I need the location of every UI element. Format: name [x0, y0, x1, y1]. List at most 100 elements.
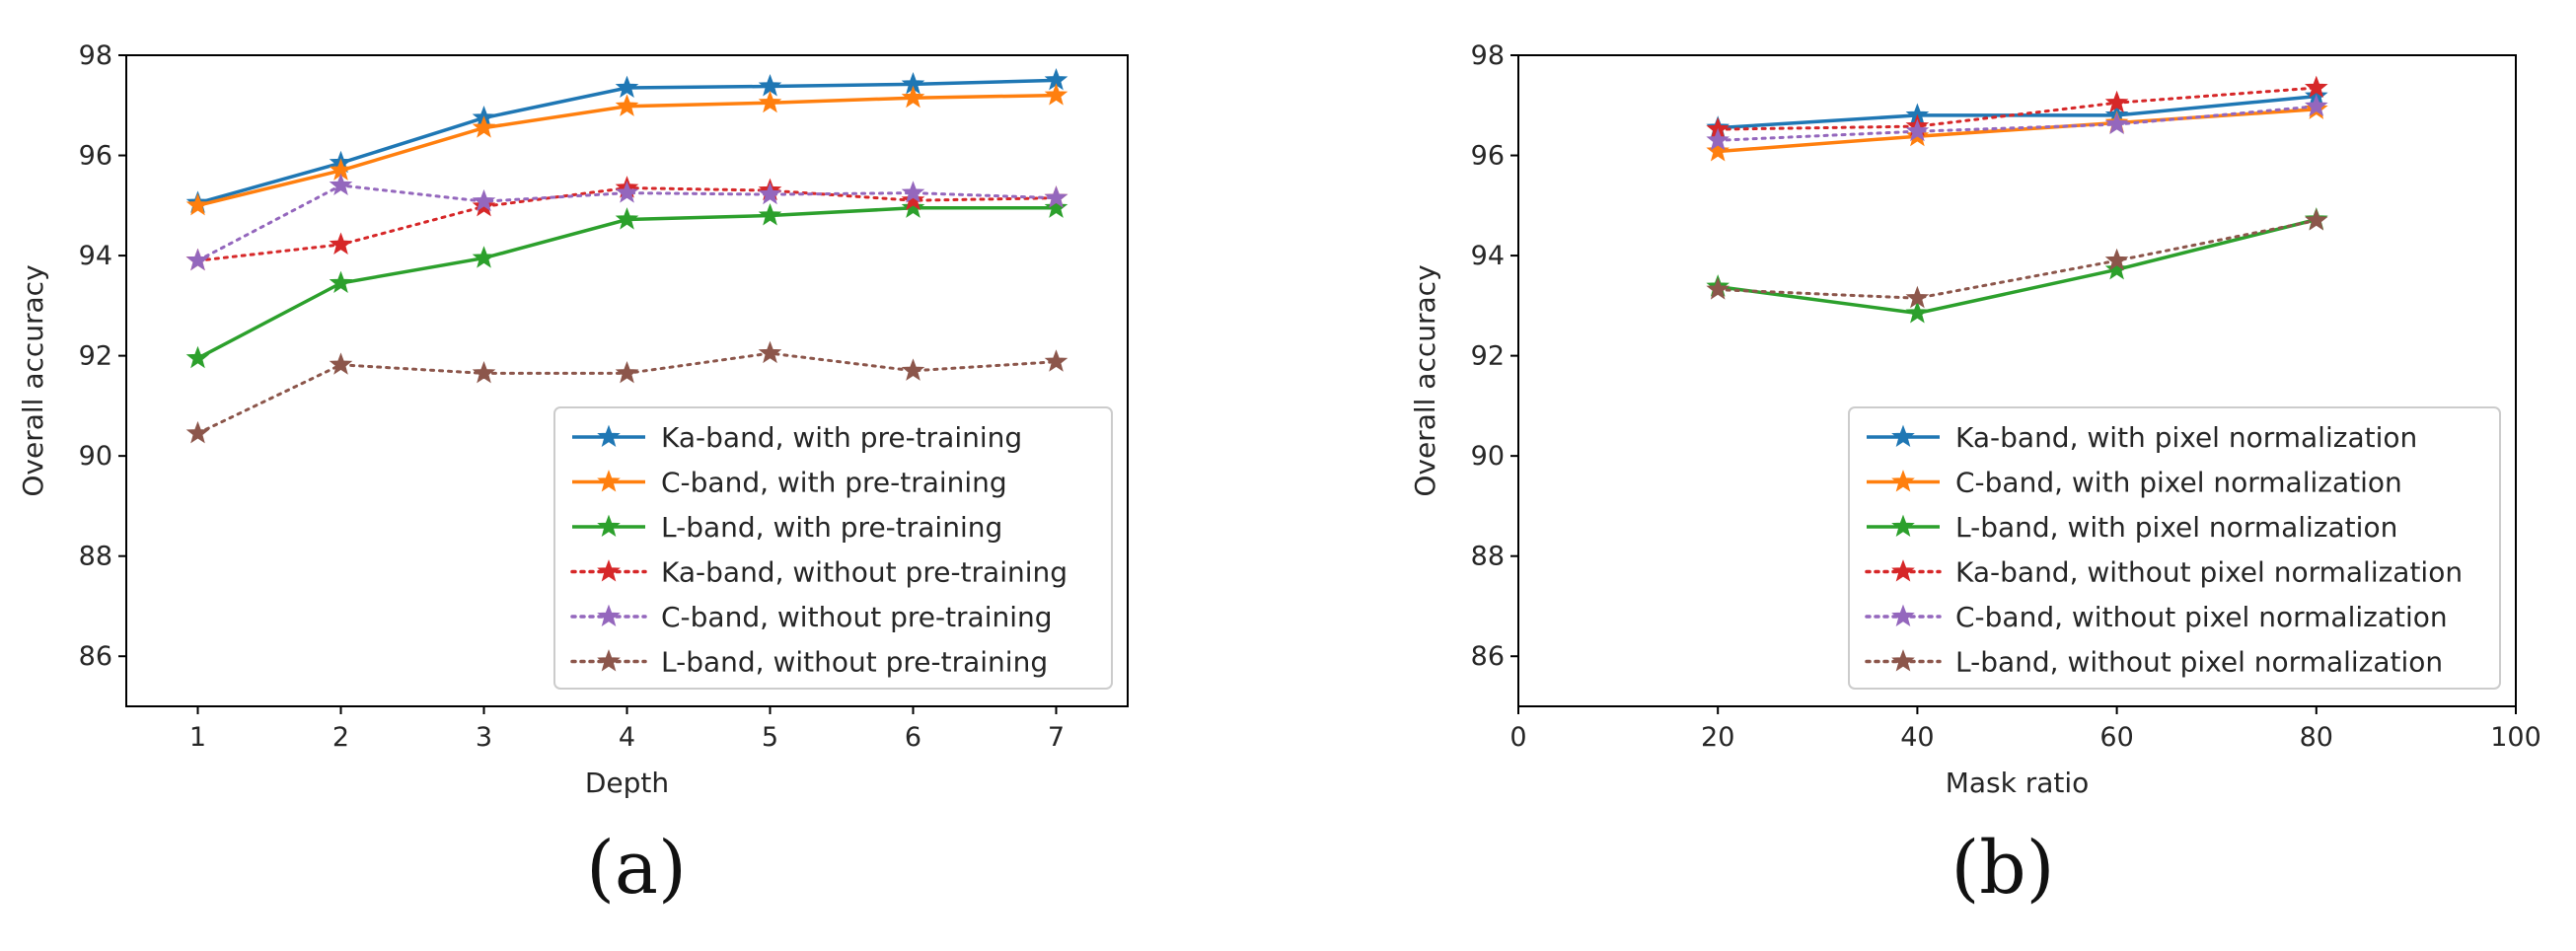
data-point — [901, 187, 925, 211]
y-tick-label: 90 — [1471, 441, 1505, 472]
data-point — [329, 173, 353, 196]
data-point — [1044, 185, 1068, 208]
data-point — [185, 248, 210, 271]
series-line — [1718, 94, 2317, 130]
legend-swatch-marker — [597, 470, 621, 492]
legend-label: Ka-band, without pixel normalization — [1955, 556, 2463, 589]
y-tick-label: 94 — [1471, 241, 1505, 271]
data-point — [329, 232, 353, 255]
data-point — [1044, 195, 1068, 218]
data-point — [2304, 94, 2328, 116]
data-point — [1905, 285, 1930, 309]
data-point — [2304, 75, 2328, 99]
legend-label: C-band, with pre-training — [661, 467, 1007, 499]
x-tick-label: 20 — [1701, 722, 1734, 753]
legend-swatch-marker — [597, 514, 621, 538]
plot-frame — [1517, 54, 2517, 707]
y-axis-title: Overall accuracy — [17, 264, 49, 496]
legend-swatch-marker — [597, 604, 621, 627]
data-point — [2104, 248, 2129, 271]
series-line — [1716, 86, 2318, 131]
legend-label: Ka-band, with pre-training — [661, 421, 1022, 454]
x-tick-label: 4 — [619, 722, 635, 753]
x-tick-label: 2 — [332, 722, 349, 753]
legend-label: C-band, without pre-training — [661, 601, 1053, 633]
data-point — [185, 192, 210, 216]
legend-label: Ka-band, with pixel normalization — [1955, 421, 2417, 454]
x-tick-label: 7 — [1048, 722, 1065, 753]
x-tick-label: 3 — [476, 722, 492, 753]
x-tick-label: 5 — [762, 722, 778, 753]
x-tick-label: 100 — [2490, 722, 2541, 753]
data-point — [1706, 127, 1730, 151]
data-point — [901, 85, 925, 109]
data-point — [472, 360, 496, 384]
data-point — [185, 345, 210, 369]
y-tick-label: 88 — [79, 542, 112, 572]
series-line — [1717, 217, 2318, 316]
data-point — [758, 90, 782, 113]
data-point — [758, 203, 782, 226]
y-tick-label: 86 — [1471, 641, 1505, 672]
legend-label: L-band, with pre-training — [661, 511, 1002, 544]
y-tick-label: 88 — [1471, 542, 1505, 572]
legend-swatch-marker — [1891, 649, 1915, 672]
data-point — [185, 420, 210, 444]
data-point — [2304, 208, 2328, 231]
data-point — [758, 182, 782, 205]
legend-swatch-marker — [1891, 514, 1915, 538]
legend-swatch-marker — [597, 424, 621, 448]
legend-swatch-marker — [1891, 559, 1915, 582]
x-tick-label: 1 — [189, 722, 206, 753]
legend-swatch-marker — [597, 559, 621, 582]
data-point — [615, 181, 639, 203]
data-point — [1706, 277, 1730, 300]
data-point — [901, 195, 925, 218]
data-point — [615, 75, 639, 99]
y-tick-label: 90 — [79, 441, 112, 472]
data-point — [1905, 118, 1930, 142]
data-point — [758, 340, 782, 364]
x-axis-title: Depth — [585, 767, 669, 799]
series-line — [1716, 105, 2318, 142]
legend-label: L-band, with pixel normalization — [1955, 511, 2397, 544]
panel-label: (a) — [586, 826, 687, 911]
data-point — [329, 270, 353, 294]
data-point — [1044, 349, 1068, 372]
x-axis-title: Mask ratio — [1946, 767, 2090, 799]
y-tick-label: 92 — [79, 341, 112, 372]
y-tick-label: 98 — [1471, 40, 1505, 71]
data-point — [2104, 256, 2129, 280]
x-tick-label: 6 — [905, 722, 921, 753]
legend-swatch-marker — [1891, 424, 1915, 448]
series-line — [196, 206, 1057, 360]
x-tick-label: 0 — [1509, 722, 1526, 753]
data-point — [615, 360, 639, 384]
data-point — [901, 181, 925, 203]
panel-label: (b) — [1950, 826, 2054, 911]
legend-label: Ka-band, without pre-training — [661, 556, 1067, 589]
legend-label: C-band, without pixel normalization — [1955, 601, 2448, 633]
data-point — [472, 115, 496, 138]
data-point — [2104, 111, 2129, 135]
legend-label: L-band, without pre-training — [661, 646, 1048, 679]
legend-box — [553, 406, 1113, 690]
data-point — [1044, 83, 1068, 106]
y-tick-label: 94 — [79, 241, 112, 271]
x-tick-label: 40 — [1900, 722, 1934, 753]
y-tick-label: 96 — [79, 141, 112, 172]
legend-swatch-marker — [1891, 470, 1915, 492]
panel-a: 86 88 90 92 94 96 98 1 2 3 4 5 6 7 Depth Overall accura… — [17, 40, 1129, 911]
panel-b: 86 88 90 92 94 96 98 0 20 40 60 80 100 Mask ratio Over… — [1409, 40, 2541, 911]
data-point — [615, 207, 639, 230]
x-tick-label: 60 — [2099, 722, 2133, 753]
legend-box — [1848, 406, 2501, 690]
y-tick-label: 92 — [1471, 341, 1505, 372]
data-point — [329, 352, 353, 375]
legend-label: L-band, without pixel normalization — [1955, 646, 2443, 679]
data-point — [472, 188, 496, 212]
series-line — [1716, 219, 2318, 300]
data-point — [1905, 301, 1930, 324]
y-tick-label: 96 — [1471, 141, 1505, 172]
